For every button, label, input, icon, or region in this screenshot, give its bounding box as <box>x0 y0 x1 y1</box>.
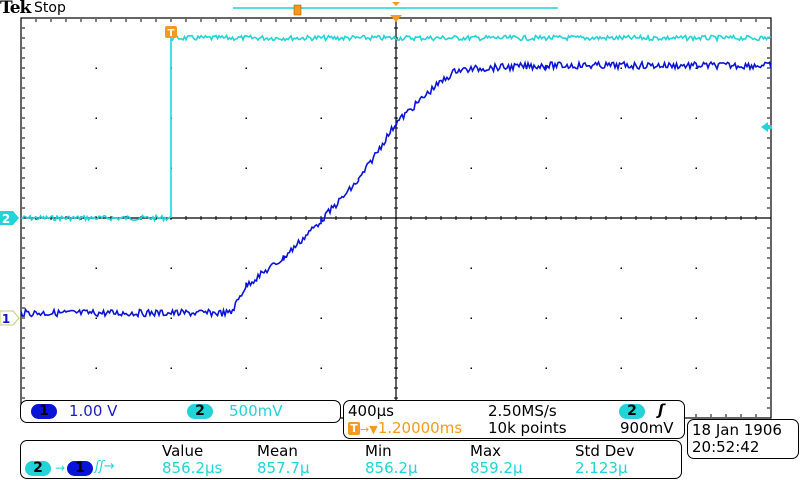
channel-scale-panel: 1 1.00 V 2 500mV <box>20 400 341 423</box>
ch2-badge[interactable]: 2 <box>187 404 213 419</box>
time: 20:52:42 <box>692 438 760 456</box>
graticule <box>20 17 772 419</box>
delay-edges-icon: ʃʃ→ <box>95 459 115 474</box>
svg-text:1: 1 <box>2 312 10 326</box>
ch2-waveform <box>20 33 772 223</box>
meas-mean: 857.7µ <box>257 459 310 477</box>
meas-max: 859.2µ <box>470 459 523 477</box>
sample-rate: 2.50MS/s <box>488 402 557 420</box>
meas-source-ch2-badge[interactable]: 2 <box>25 461 51 476</box>
svg-text:T: T <box>168 28 175 39</box>
ch2-scale[interactable]: 500mV <box>229 402 283 420</box>
record-trigger-marker <box>293 4 302 16</box>
meas-header-mean: Mean <box>257 442 298 460</box>
meas-source-ch1-badge[interactable]: 1 <box>67 461 93 476</box>
trigger-arrow-icon: →▼ <box>360 423 378 436</box>
trigger-level[interactable]: 900mV <box>620 419 674 437</box>
acquisition-state: Stop <box>34 0 66 16</box>
datetime-panel: 18 Jan 1906 20:52:42 <box>687 419 799 459</box>
trigger-level-stem <box>768 125 772 129</box>
ch1-ground-marker[interactable]: 1 <box>0 310 20 326</box>
ch2-ground-marker[interactable]: 2 <box>0 211 19 226</box>
record-length[interactable]: 10k points <box>488 419 567 437</box>
trigger-position-icon[interactable] <box>390 15 402 22</box>
tek-logo: Tek <box>0 0 31 18</box>
meas-arrow-icon: → <box>55 461 66 475</box>
horizontal-scale[interactable]: 400µs <box>348 402 394 420</box>
ch1-badge[interactable]: 1 <box>31 404 57 419</box>
expansion-point-icon <box>392 2 400 6</box>
rising-edge-icon[interactable]: ʃ <box>658 401 665 419</box>
trigger-point-marker: T <box>165 26 177 39</box>
meas-header-stddev: Std Dev <box>575 442 635 460</box>
meas-header-min: Min <box>365 442 392 460</box>
trigger-source-badge[interactable]: 2 <box>619 404 645 419</box>
timebase-panel: 400µs 2.50MS/s 2 ʃ T →▼1.20000ms 10k poin… <box>343 400 685 439</box>
meas-value: 856.2µs <box>162 459 223 477</box>
meas-stddev: 2.123µ <box>575 459 628 477</box>
waveforms <box>20 33 772 319</box>
ch1-waveform <box>20 59 772 319</box>
date: 18 Jan 1906 <box>692 421 782 439</box>
ch1-scale[interactable]: 1.00 V <box>69 402 118 420</box>
measurement-panel: 2 → 1 ʃʃ→ Value Mean Min Max Std Dev 856… <box>20 440 682 479</box>
meas-min: 856.2µ <box>365 459 418 477</box>
meas-header-max: Max <box>470 442 502 460</box>
trigger-t-icon: T <box>348 422 360 435</box>
svg-text:2: 2 <box>2 212 10 226</box>
meas-header-value: Value <box>162 442 204 460</box>
trigger-position[interactable]: 1.20000ms <box>377 419 463 437</box>
trigger-level-icon[interactable] <box>761 122 768 132</box>
